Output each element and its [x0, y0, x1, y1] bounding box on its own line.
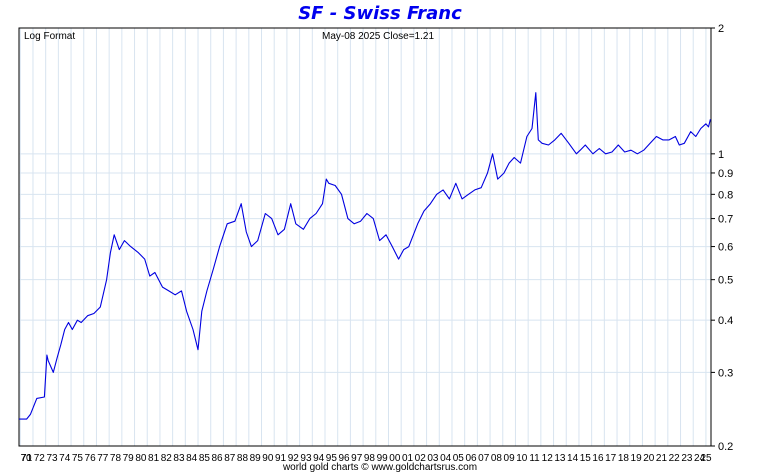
chart-title: SF - Swiss Franc — [298, 3, 462, 24]
y-tick-label: 2 — [718, 23, 724, 35]
x-tick-label: 97 — [351, 453, 363, 464]
x-tick-label: 70 — [20, 453, 32, 464]
x-tick-label: 73 — [46, 453, 58, 464]
x-tick-label: 84 — [186, 453, 198, 464]
y-axis: 0.2 0.3 0.4 0.5 0.6 0.7 0.8 0.9 1 2 — [711, 23, 733, 453]
y-tick-label: 0.3 — [718, 367, 733, 379]
x-tick-label: 77 — [97, 453, 109, 464]
x-tick-label: 00 — [389, 453, 401, 464]
y-tick-label: 1 — [718, 149, 724, 161]
x-tick-label: 92 — [288, 453, 300, 464]
x-tick-label: 78 — [110, 453, 122, 464]
x-tick-label: 88 — [237, 453, 249, 464]
vertical-grid — [19, 28, 707, 446]
x-tick-label: 86 — [212, 453, 224, 464]
x-tick-label: 76 — [85, 453, 97, 464]
x-tick-label: 02 — [415, 453, 427, 464]
y-tick-label: 0.4 — [718, 315, 733, 327]
x-tick-label: 89 — [250, 453, 262, 464]
x-tick-label: 96 — [338, 453, 350, 464]
x-tick-label: 13 — [554, 453, 566, 464]
x-tick-label: 22 — [669, 453, 681, 464]
series-line-swiss-franc — [19, 92, 711, 420]
horizontal-grid — [19, 153, 711, 373]
x-tick-label: 94 — [313, 453, 325, 464]
x-tick-label: 21 — [656, 453, 668, 464]
x-tick-label: 17 — [605, 453, 617, 464]
x-tick-label: 80 — [135, 453, 147, 464]
y-tick-label: 0.8 — [718, 189, 733, 201]
x-tick-label: 20 — [643, 453, 655, 464]
y-tick-label: 0.5 — [718, 275, 733, 287]
x-tick-label: 01 — [402, 453, 414, 464]
date-close-info: May-08 2025 Close=1.21 — [322, 31, 434, 42]
x-tick-label: 06 — [465, 453, 477, 464]
x-tick-label: 25 — [700, 453, 712, 464]
x-tick-label: 15 — [580, 453, 592, 464]
x-tick-label: 98 — [364, 453, 376, 464]
x-tick-label: 23 — [681, 453, 693, 464]
x-tick-label: 72 — [34, 453, 46, 464]
x-tick-label: 05 — [453, 453, 465, 464]
x-tick-label: 03 — [427, 453, 439, 464]
x-tick-label: 95 — [326, 453, 338, 464]
x-tick-label: 10 — [516, 453, 528, 464]
x-tick-label: 24 — [694, 453, 706, 464]
plot-frame — [18, 27, 712, 447]
x-tick-label: 79 — [123, 453, 135, 464]
x-tick-label: 75 — [72, 453, 84, 464]
x-tick-label: 74 — [59, 453, 71, 464]
x-tick-label: 18 — [618, 453, 630, 464]
x-tick-label: 08 — [491, 453, 503, 464]
x-tick-label: 93 — [300, 453, 312, 464]
x-tick-label: 91 — [275, 453, 287, 464]
y-tick-label: 0.6 — [718, 242, 733, 254]
x-tick-label: 87 — [224, 453, 236, 464]
y-tick-label: 0.7 — [718, 214, 733, 226]
x-tick-label: 07 — [478, 453, 490, 464]
x-tick-label: 04 — [440, 453, 452, 464]
x-tick-label: 85 — [199, 453, 211, 464]
log-format-label: Log Format — [24, 31, 75, 42]
footer-credit: world gold charts © www.goldchartsrus.co… — [282, 462, 478, 473]
x-tick-label: 90 — [262, 453, 274, 464]
x-tick-label: 14 — [567, 453, 579, 464]
x-tick-label: 83 — [173, 453, 185, 464]
y-tick-label: 0.2 — [718, 441, 733, 453]
x-tick-label: 16 — [592, 453, 604, 464]
x-tick-label: 19 — [631, 453, 643, 464]
x-tick-label: 82 — [161, 453, 173, 464]
y-tick-label: 0.9 — [718, 168, 733, 180]
x-tick-label: 09 — [504, 453, 516, 464]
x-tick-label: 81 — [148, 453, 160, 464]
x-tick-label: 11 — [529, 453, 540, 464]
x-tick-label: 99 — [377, 453, 389, 464]
x-tick-label: 71 — [21, 453, 33, 464]
x-tick-label: 12 — [542, 453, 554, 464]
